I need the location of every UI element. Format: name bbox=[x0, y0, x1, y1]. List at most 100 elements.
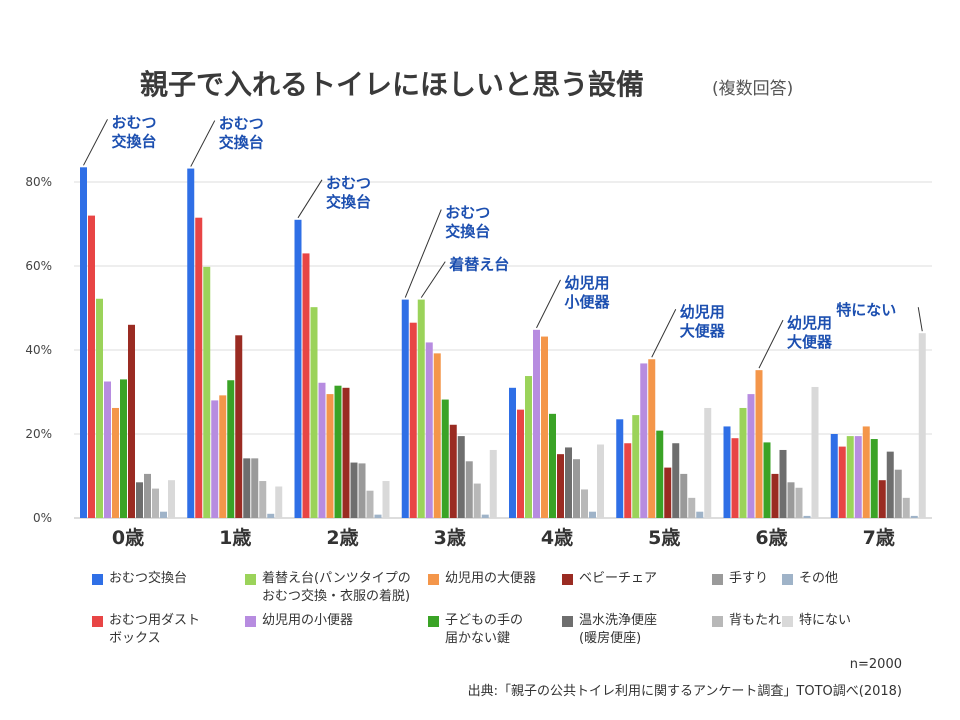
bar bbox=[739, 407, 747, 518]
bar bbox=[616, 419, 624, 518]
bar bbox=[680, 473, 688, 518]
legend-swatch bbox=[562, 616, 573, 627]
bar bbox=[541, 336, 548, 518]
bar bbox=[549, 413, 556, 518]
annotations: おむつ交換台おむつ交換台おむつ交換台おむつ交換台着替え台幼児用小便器幼児用大便器… bbox=[83, 113, 923, 369]
legend-label: 背もたれ bbox=[729, 613, 782, 628]
legend-label: おむつ用ダスト ボックス bbox=[109, 613, 201, 646]
bar bbox=[696, 511, 704, 518]
legend-label: 特にない bbox=[799, 613, 852, 628]
bar bbox=[187, 168, 195, 518]
x-tick-label: 2歳 bbox=[326, 527, 358, 549]
legend-swatch bbox=[712, 616, 723, 627]
bar bbox=[723, 426, 731, 518]
x-tick-label: 0歳 bbox=[112, 527, 144, 549]
bar bbox=[441, 399, 449, 518]
legend: おむつ交換台 着替え台(パンツタイプの おむつ交換・衣服の着脱) 幼児用の大便器 ベビ… bbox=[92, 570, 892, 660]
y-tick-label: 0% bbox=[33, 511, 52, 525]
bar bbox=[318, 382, 326, 518]
legend-swatch bbox=[428, 616, 439, 627]
bar bbox=[449, 424, 457, 518]
bar bbox=[902, 497, 910, 518]
annotation-line bbox=[651, 309, 677, 358]
bar bbox=[597, 444, 604, 518]
bar bbox=[589, 511, 596, 518]
x-tick-label: 4歳 bbox=[541, 527, 573, 549]
bar bbox=[656, 430, 664, 518]
x-tick-label: 3歳 bbox=[434, 527, 466, 549]
bar bbox=[358, 463, 366, 518]
annotation-label: 着替え台 bbox=[448, 256, 509, 274]
bar bbox=[771, 473, 779, 518]
bar bbox=[275, 486, 283, 518]
bar bbox=[632, 415, 640, 518]
bar bbox=[211, 400, 219, 518]
bar bbox=[350, 462, 358, 518]
bar bbox=[672, 443, 680, 518]
x-tick-label: 7歳 bbox=[863, 527, 895, 549]
bar bbox=[152, 488, 159, 518]
x-tick-label: 1歳 bbox=[219, 527, 251, 549]
bar bbox=[640, 363, 648, 518]
bar bbox=[731, 438, 739, 518]
bar bbox=[112, 407, 119, 518]
annotation-label: 幼児用大便器 bbox=[787, 314, 833, 351]
bar bbox=[417, 299, 425, 518]
legend-swatch bbox=[782, 616, 793, 627]
bar bbox=[457, 436, 465, 518]
bar bbox=[401, 299, 409, 518]
bar bbox=[243, 458, 251, 518]
bar bbox=[374, 514, 382, 518]
annotation-label: おむつ交換台 bbox=[112, 113, 157, 150]
bar bbox=[489, 449, 497, 518]
bar bbox=[830, 434, 838, 518]
bar bbox=[473, 483, 481, 518]
legend-label: その他 bbox=[799, 571, 839, 586]
bar bbox=[80, 167, 87, 519]
legend-swatch bbox=[92, 616, 103, 627]
bar bbox=[382, 481, 390, 518]
annotation-label: 幼児用小便器 bbox=[565, 274, 611, 311]
legend-label: おむつ交換台 bbox=[109, 571, 188, 586]
annotation-line bbox=[758, 319, 784, 369]
bar bbox=[862, 426, 870, 518]
bar bbox=[509, 387, 516, 518]
bar bbox=[366, 490, 374, 518]
legend-label: 子どもの手の 届かない鍵 bbox=[445, 613, 524, 646]
bar bbox=[811, 386, 819, 518]
bar bbox=[795, 487, 803, 518]
annotation-line bbox=[297, 179, 323, 219]
bar bbox=[235, 335, 243, 518]
bar bbox=[128, 324, 135, 518]
y-tick-label: 20% bbox=[25, 427, 52, 441]
bar bbox=[267, 513, 275, 518]
bar bbox=[763, 442, 771, 518]
x-tick-label: 5歳 bbox=[648, 527, 680, 549]
legend-swatch bbox=[245, 616, 256, 627]
bar bbox=[203, 266, 211, 518]
bar bbox=[251, 458, 259, 518]
bar bbox=[168, 480, 175, 518]
bar bbox=[465, 461, 473, 518]
bar bbox=[747, 394, 755, 518]
bar bbox=[96, 298, 103, 518]
bar bbox=[664, 467, 672, 518]
annotation-label: おむつ交換台 bbox=[445, 204, 490, 241]
bar bbox=[144, 473, 151, 518]
legend-swatch bbox=[712, 574, 723, 585]
bar bbox=[104, 381, 111, 518]
bar bbox=[581, 489, 588, 518]
bar bbox=[302, 253, 310, 518]
legend-swatch bbox=[562, 574, 573, 585]
x-axis-ticks: 0歳 1歳 2歳 3歳 4歳 5歳 6歳 7歳 bbox=[112, 527, 895, 549]
sample-size-note: n=2000 bbox=[849, 657, 902, 672]
bar bbox=[227, 380, 235, 518]
bar bbox=[120, 379, 127, 518]
bar bbox=[688, 497, 696, 518]
legend-swatch bbox=[92, 574, 103, 585]
x-tick-label: 6歳 bbox=[755, 527, 787, 549]
legend-label: 温水洗浄便座 (暖房便座) bbox=[579, 613, 658, 646]
legend-label: 幼児用の大便器 bbox=[445, 571, 537, 586]
bar bbox=[195, 217, 203, 518]
annotation-label: おむつ交換台 bbox=[219, 115, 264, 152]
